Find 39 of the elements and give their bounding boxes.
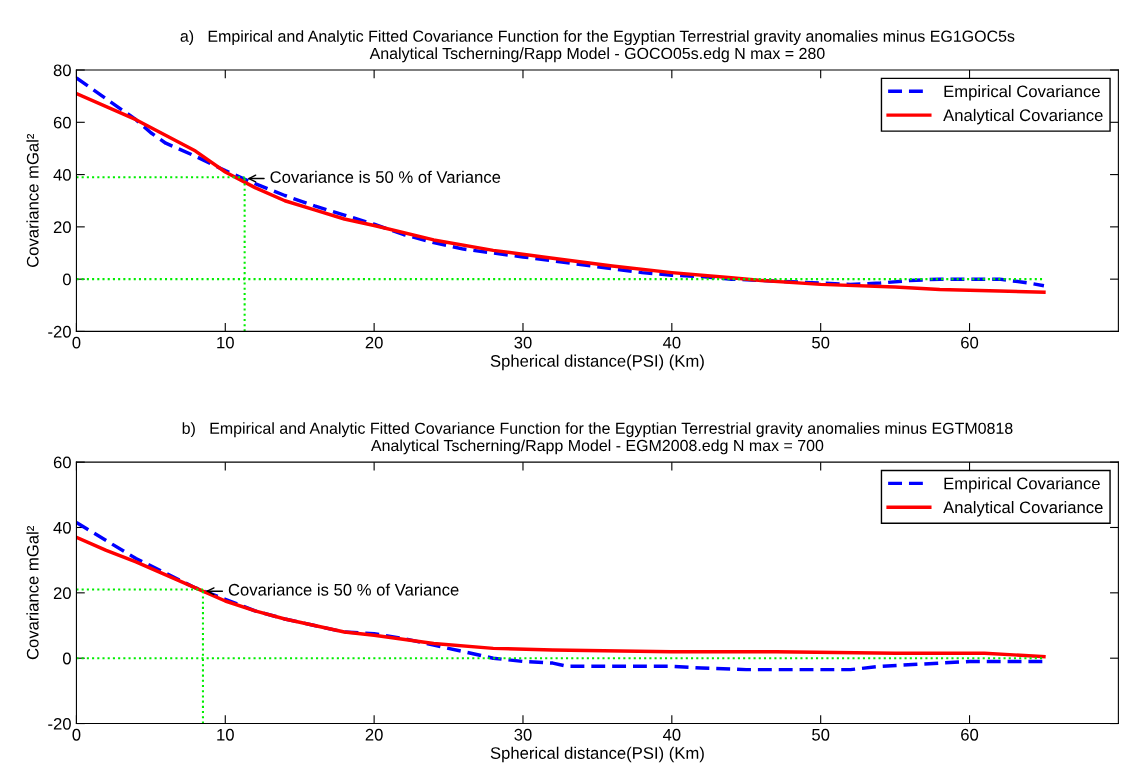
y-tick-label: 40 xyxy=(53,521,71,534)
x-tick-label: 40 xyxy=(662,336,681,349)
chart-subtitle: Analytical Tscherning/Rapp Model - GOCO05s.edg N max = 280 xyxy=(369,47,825,63)
legend-label: Empirical Covariance xyxy=(944,85,1100,101)
x-tick-label: 10 xyxy=(217,728,234,741)
chart-title: a) Empirical and Analytic Fitted Covariance Function for the Egyptian Terrestrial gravity anomalies minus EG1GOC5s xyxy=(180,30,1015,46)
x-tick-label: 0 xyxy=(72,728,81,741)
y-tick-label: -20 xyxy=(48,717,71,730)
y-axis-title: Covariance mGal² xyxy=(26,526,39,660)
x-tick-label: 30 xyxy=(514,728,532,741)
x-tick-label: 60 xyxy=(961,728,979,741)
legend-label: Analytical Covariance xyxy=(943,501,1103,517)
y-tick-label: 40 xyxy=(53,168,71,181)
x-axis-title: Spherical distance(PSI) (Km) xyxy=(490,746,704,763)
x-tick-label: 50 xyxy=(812,336,830,349)
legend-label: Empirical Covariance xyxy=(944,477,1100,493)
y-tick-label: 80 xyxy=(53,64,71,77)
y-tick-label: 20 xyxy=(53,221,71,234)
y-tick-label: 0 xyxy=(62,273,71,286)
x-tick-label: 20 xyxy=(365,336,383,349)
annotation: Covariance is 50 % of Variance xyxy=(228,583,459,596)
annotation: Covariance is 50 % of Variance xyxy=(270,170,501,183)
y-tick-label: 60 xyxy=(53,116,71,129)
y-axis-title: Covariance mGal² xyxy=(26,133,39,268)
y-tick-label: 20 xyxy=(53,587,71,600)
y-tick-label: -20 xyxy=(48,325,71,338)
x-tick-label: 60 xyxy=(961,336,979,349)
legend-label: Analytical Covariance xyxy=(943,108,1103,125)
x-axis-title: Spherical distance(PSI) (Km) xyxy=(490,354,704,371)
y-tick-label: 0 xyxy=(62,652,71,665)
x-tick-label: 0 xyxy=(72,336,81,349)
x-tick-label: 40 xyxy=(662,728,681,741)
x-tick-label: 10 xyxy=(217,336,234,349)
chart-subtitle: Analytical Tscherning/Rapp Model - EGM2008.edg N max = 700 xyxy=(370,439,824,455)
x-tick-label: 20 xyxy=(365,728,383,741)
chart-title: b) Empirical and Analytic Fitted Covariance Function for the Egyptian Terrestrial gravity anomalies minus EGTM0818 xyxy=(182,422,1013,438)
x-tick-label: 30 xyxy=(514,336,532,349)
x-tick-label: 50 xyxy=(812,728,830,741)
y-tick-label: 60 xyxy=(53,456,71,469)
